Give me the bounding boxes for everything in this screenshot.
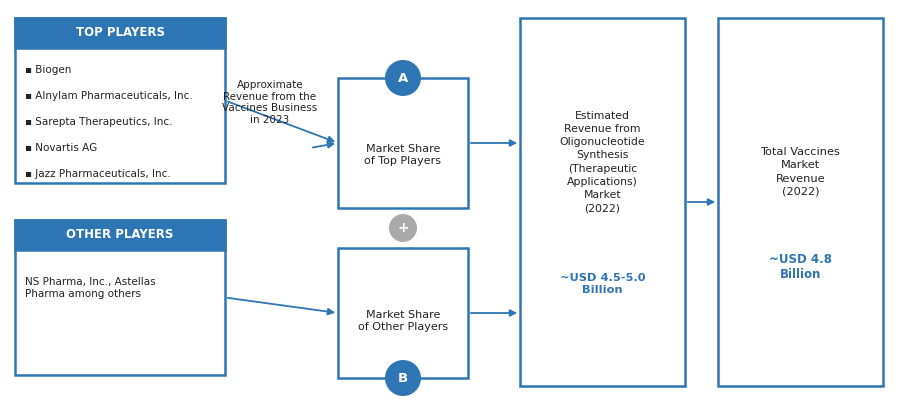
- Text: OTHER PLAYERS: OTHER PLAYERS: [67, 228, 174, 242]
- Text: ▪ Jazz Pharmaceuticals, Inc.: ▪ Jazz Pharmaceuticals, Inc.: [25, 169, 171, 179]
- Bar: [338, 248, 468, 378]
- Text: ▪ Novartis AG: ▪ Novartis AG: [25, 143, 97, 153]
- Bar: [15, 220, 225, 375]
- Text: B: B: [398, 372, 408, 384]
- Text: Total Vaccines
Market
Revenue
(2022): Total Vaccines Market Revenue (2022): [760, 147, 841, 197]
- Text: +: +: [397, 221, 409, 235]
- Circle shape: [385, 360, 421, 396]
- Circle shape: [389, 214, 417, 242]
- Text: NS Pharma, Inc., Astellas
Pharma among others: NS Pharma, Inc., Astellas Pharma among o…: [25, 277, 156, 299]
- Text: ▪ Biogen: ▪ Biogen: [25, 65, 71, 75]
- Text: ~USD 4.8
Billion: ~USD 4.8 Billion: [769, 253, 832, 281]
- Text: ▪ Alnylam Pharmaceuticals, Inc.: ▪ Alnylam Pharmaceuticals, Inc.: [25, 91, 193, 101]
- Bar: [15, 18, 225, 183]
- Text: ▪ Sarepta Therapeutics, Inc.: ▪ Sarepta Therapeutics, Inc.: [25, 117, 173, 127]
- Text: Estimated
Revenue from
Oligonucleotide
Synthesis
(Therapeutic
Applications)
Mark: Estimated Revenue from Oligonucleotide S…: [560, 111, 645, 213]
- Circle shape: [385, 60, 421, 96]
- Bar: [718, 18, 883, 386]
- Text: Market Share
of Top Players: Market Share of Top Players: [364, 144, 442, 166]
- Bar: [15, 18, 225, 48]
- Text: TOP PLAYERS: TOP PLAYERS: [76, 26, 165, 40]
- Bar: [520, 18, 685, 386]
- Bar: [15, 220, 225, 250]
- Text: ~USD 4.5-5.0
Billion: ~USD 4.5-5.0 Billion: [560, 273, 645, 295]
- Text: A: A: [398, 72, 408, 84]
- Text: Market Share
of Other Players: Market Share of Other Players: [358, 310, 448, 332]
- Bar: [338, 78, 468, 208]
- Text: Approximate
Revenue from the
Vaccines Business
in 2023: Approximate Revenue from the Vaccines Bu…: [222, 80, 318, 125]
